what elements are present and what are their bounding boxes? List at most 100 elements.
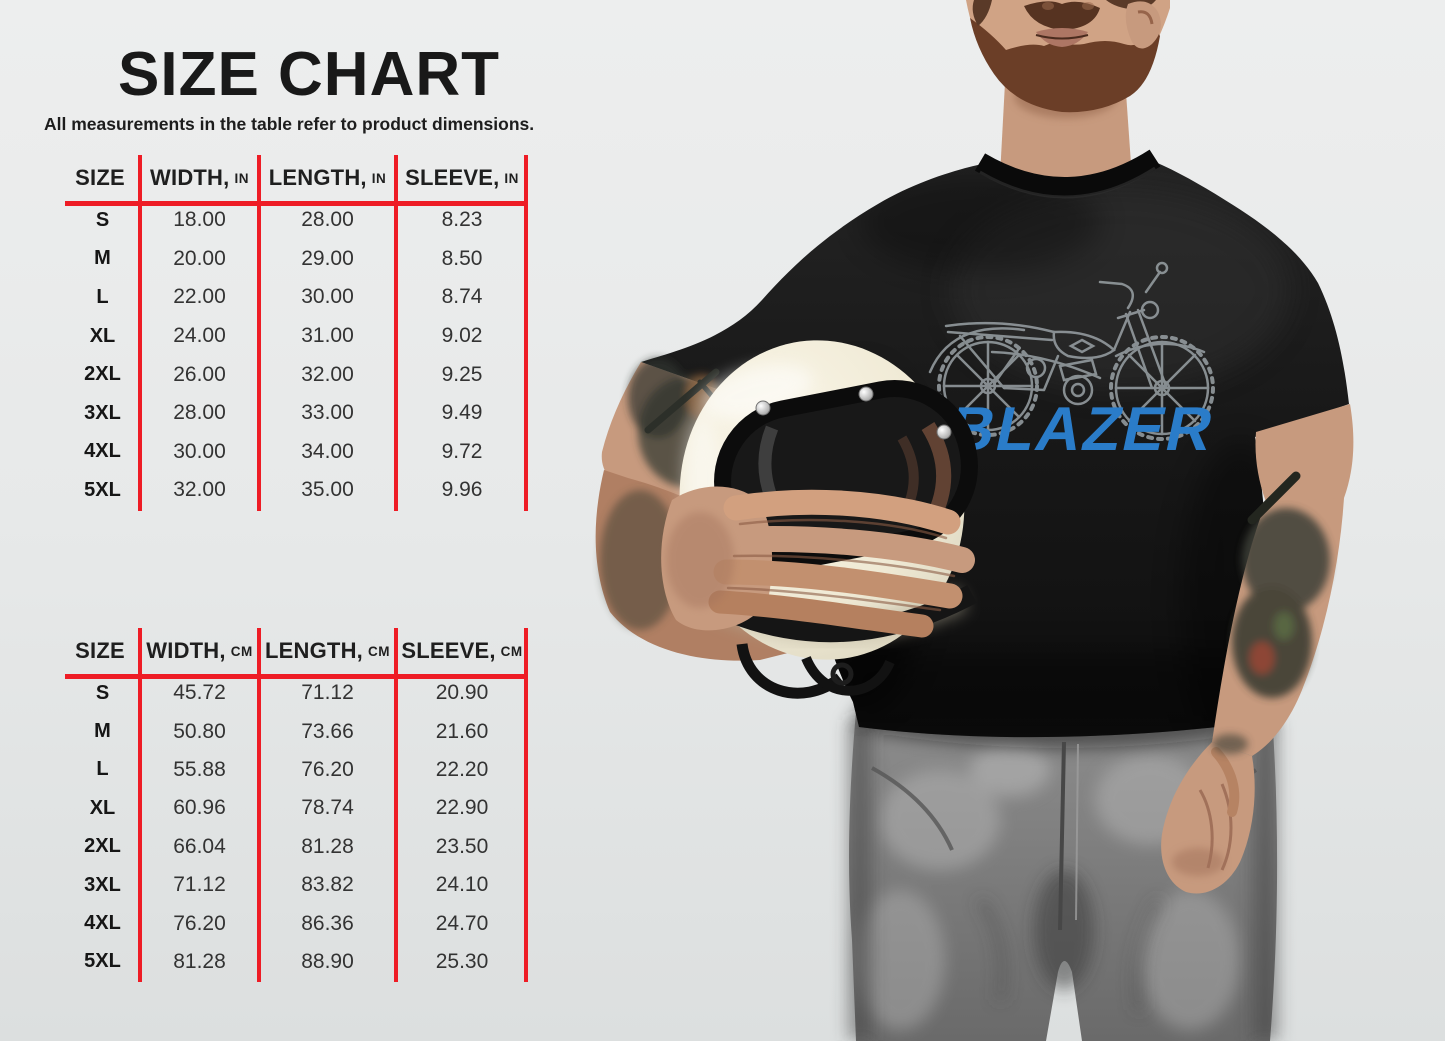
size-cell: 4XL xyxy=(84,440,121,463)
model-figure: BLAZER xyxy=(595,0,1354,1041)
table-divider xyxy=(524,628,528,982)
size-cell: S xyxy=(95,208,110,231)
table-header-rule xyxy=(65,674,528,679)
length-cell: 81.28 xyxy=(301,834,354,858)
size-cell: M xyxy=(94,720,111,743)
model-right-arm xyxy=(1161,404,1354,894)
width-cell: 50.80 xyxy=(173,719,226,743)
sleeve-cell: 8.74 xyxy=(441,285,483,309)
column-header-length: LENGTH, IN xyxy=(268,165,387,190)
width-cell: 22.00 xyxy=(173,285,226,309)
width-cell: 76.20 xyxy=(173,911,226,935)
column-header-width: WIDTH, CM xyxy=(146,638,253,663)
length-cell: 35.00 xyxy=(301,478,354,502)
sleeve-cell: 9.96 xyxy=(441,478,483,502)
model-face xyxy=(966,0,1170,113)
sleeve-cell: 24.70 xyxy=(435,911,489,935)
length-cell: 29.00 xyxy=(301,246,354,270)
helmet-rivet xyxy=(936,424,952,440)
page-title: SIZE CHART xyxy=(118,40,500,109)
width-cell: 28.00 xyxy=(173,401,226,425)
length-cell: 32.00 xyxy=(301,362,354,386)
length-cell: 33.00 xyxy=(301,401,354,425)
sleeve-cell: 22.90 xyxy=(435,796,489,820)
length-cell: 73.66 xyxy=(301,719,354,743)
table-divider xyxy=(138,628,142,982)
width-cell: 55.88 xyxy=(173,757,226,781)
size-cell: 2XL xyxy=(84,363,121,386)
width-cell: 32.00 xyxy=(173,478,226,502)
mustache xyxy=(1024,1,1100,30)
length-cell: 31.00 xyxy=(301,324,354,348)
sleeve-cell: 8.23 xyxy=(441,208,483,232)
table-divider xyxy=(257,155,261,511)
column-header-length: LENGTH, CM xyxy=(265,638,390,663)
model-left-hand xyxy=(661,486,975,638)
size-cell: XL xyxy=(89,796,116,819)
length-cell: 28.00 xyxy=(301,208,354,232)
width-cell: 26.00 xyxy=(173,362,226,386)
width-cell: 60.96 xyxy=(173,796,226,820)
sleeve-cell: 9.72 xyxy=(441,439,483,463)
column-header-size: SIZE xyxy=(75,638,125,663)
table-divider xyxy=(524,155,528,511)
width-cell: 20.00 xyxy=(173,246,226,270)
size-cell: XL xyxy=(89,324,116,347)
width-cell: 30.00 xyxy=(173,439,226,463)
size-cell: 3XL xyxy=(84,401,121,424)
length-cell: 30.00 xyxy=(301,285,354,309)
sleeve-cell: 25.30 xyxy=(435,949,489,973)
size-cell: 3XL xyxy=(84,873,121,896)
width-cell: 81.28 xyxy=(173,949,226,973)
beard xyxy=(970,18,1160,113)
size-cell: L xyxy=(96,758,109,781)
sleeve-cell: 24.10 xyxy=(435,873,489,897)
sleeve-cell: 23.50 xyxy=(435,834,489,858)
ear xyxy=(1125,1,1161,49)
width-cell: 24.00 xyxy=(173,324,226,348)
helmet-rivet xyxy=(858,386,874,402)
length-cell: 71.12 xyxy=(301,681,354,705)
size-cell: M xyxy=(94,247,111,270)
size-cell: 5XL xyxy=(84,950,121,973)
size-cell: 4XL xyxy=(84,912,121,935)
size-cell: 2XL xyxy=(84,835,121,858)
width-cell: 71.12 xyxy=(173,873,226,897)
sleeve-cell: 8.50 xyxy=(441,246,483,270)
motorcycle-line-art-icon xyxy=(928,261,1215,441)
length-cell: 88.90 xyxy=(301,949,354,973)
size-table-centimeters: SIZE WIDTH, CM LENGTH, CM SLEEVE, CM S 45.7… xyxy=(65,628,528,982)
column-header-width: WIDTH, IN xyxy=(150,165,249,190)
size-cell: L xyxy=(96,285,109,308)
length-cell: 78.74 xyxy=(301,796,354,820)
helmet-rivet xyxy=(755,400,771,416)
table-divider xyxy=(257,628,261,982)
table-divider xyxy=(138,155,142,511)
size-table-inches: SIZE WIDTH, IN LENGTH, IN SLEEVE, IN S 18.0… xyxy=(65,155,528,511)
length-cell: 83.82 xyxy=(301,873,354,897)
width-cell: 45.72 xyxy=(173,681,226,705)
tshirt-collar xyxy=(974,149,1161,197)
size-chart-panel: SIZE CHART All measurements in the table… xyxy=(0,0,600,1041)
column-header-size: SIZE xyxy=(75,165,125,190)
sleeve-cell: 22.20 xyxy=(435,757,489,781)
shirt-brand-text: BLAZER xyxy=(943,395,1221,464)
sleeve-cell: 20.90 xyxy=(435,681,489,705)
width-cell: 66.04 xyxy=(173,834,226,858)
page-subtitle: All measurements in the table refer to p… xyxy=(44,114,535,134)
size-cell: 5XL xyxy=(84,478,121,501)
model-right-hand xyxy=(1161,734,1255,894)
size-cell: S xyxy=(95,681,110,704)
table-header-rule xyxy=(65,201,528,206)
sleeve-cell: 9.02 xyxy=(441,324,483,348)
length-cell: 86.36 xyxy=(301,911,354,935)
table-divider xyxy=(394,155,398,511)
column-header-sleeve: SLEEVE, IN xyxy=(405,165,519,190)
length-cell: 34.00 xyxy=(301,439,354,463)
sleeve-cell: 21.60 xyxy=(435,719,489,743)
width-cell: 18.00 xyxy=(173,208,226,232)
length-cell: 76.20 xyxy=(301,757,354,781)
column-header-sleeve: SLEEVE, CM xyxy=(401,638,523,663)
table-divider xyxy=(394,628,398,982)
